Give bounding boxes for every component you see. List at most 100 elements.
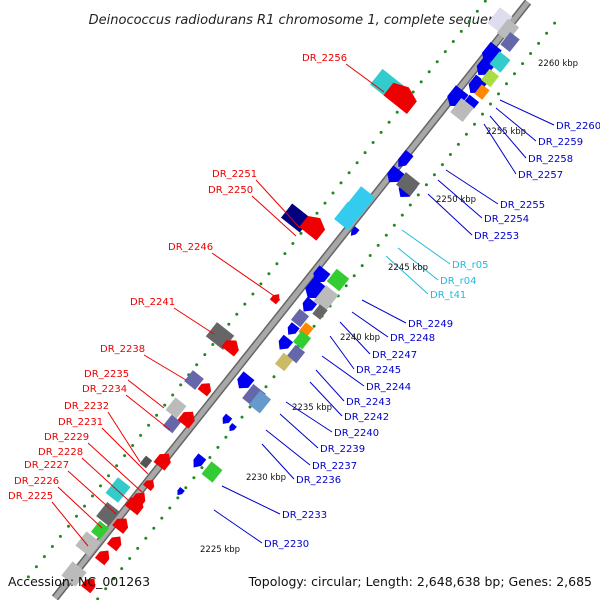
tick-dot — [139, 433, 143, 437]
tick-dot — [481, 112, 484, 116]
gene-feature — [165, 397, 187, 419]
tick-dot — [464, 132, 468, 136]
reverse-gene-label: DR_2244 — [366, 382, 411, 393]
forward-gene-label: DR_2234 — [82, 384, 127, 395]
gene-feature — [269, 294, 280, 305]
reverse-gene-label: DR_2253 — [474, 231, 519, 242]
leader-line — [499, 99, 555, 126]
reverse-gene-label: DR_t41 — [430, 290, 466, 301]
tick-dot — [352, 274, 356, 278]
gene-feature — [496, 18, 520, 42]
gene-feature — [124, 497, 144, 516]
tick-dot — [553, 21, 557, 25]
tick-dot — [34, 565, 38, 569]
gene-feature — [302, 296, 318, 312]
gene-feature — [395, 172, 421, 196]
tick-dot — [240, 415, 244, 419]
reverse-gene-label: DR_2236 — [296, 475, 341, 486]
tick-dot — [360, 264, 364, 268]
tick-dot — [203, 353, 207, 357]
gene-feature — [383, 82, 417, 114]
leader-line — [255, 179, 301, 229]
tick-dot — [427, 70, 431, 74]
gene-feature — [242, 383, 266, 409]
leader-line — [173, 307, 215, 335]
gene-feature — [334, 201, 362, 231]
tick-dot — [50, 545, 54, 548]
tick-dot — [368, 254, 372, 257]
leader-line — [101, 427, 149, 475]
leader-line — [495, 107, 537, 142]
gene-feature — [184, 370, 204, 390]
gene-feature — [139, 455, 153, 469]
tick-dot — [424, 183, 428, 187]
gene-feature — [61, 561, 87, 587]
tick-dot — [200, 466, 204, 470]
leader-line — [483, 123, 517, 175]
forward-gene-label: DR_2241 — [130, 297, 175, 308]
reverse-gene-label: DR_2237 — [312, 461, 357, 472]
leader-line — [57, 486, 103, 529]
tick-dot — [505, 82, 508, 86]
tick-dot — [216, 445, 220, 449]
gene-feature — [142, 480, 155, 492]
tick-dot — [267, 272, 271, 276]
reverse-gene-label: DR_2259 — [538, 137, 583, 148]
genome-summary-text: Topology: circular; Length: 2,648,638 bp… — [248, 574, 592, 589]
tick-dot — [264, 385, 268, 389]
gene-feature — [278, 334, 294, 350]
tick-dot — [26, 575, 30, 579]
gene-feature — [482, 41, 502, 62]
gene-feature — [313, 265, 331, 283]
leader-line — [401, 229, 451, 265]
forward-gene-label: DR_2227 — [24, 460, 69, 471]
tick-dot — [75, 514, 78, 518]
gene-feature — [80, 578, 96, 594]
leader-line — [385, 255, 429, 295]
reverse-gene-label: DR_2240 — [334, 428, 379, 439]
leader-line — [329, 335, 355, 370]
leader-line — [361, 299, 407, 324]
tick-dot — [331, 191, 335, 195]
tick-dot — [451, 40, 455, 43]
reverse-gene-label: DR_2254 — [484, 214, 529, 225]
reverse-gene-label: DR_2258 — [528, 154, 573, 165]
tick-dot — [448, 153, 452, 156]
leader-line — [279, 413, 319, 449]
gene-feature — [96, 501, 120, 527]
tick-dot — [147, 423, 151, 427]
tick-dot — [96, 597, 100, 600]
forward-gene-label: DR_2228 — [38, 447, 83, 458]
tick-dot — [400, 213, 404, 217]
scale-label: 2225 kbp — [200, 545, 240, 555]
forward-gene-label: DR_2232 — [64, 401, 109, 412]
gene-feature — [387, 165, 405, 183]
reverse-gene-label: DR_2233 — [282, 510, 327, 521]
leader-line — [489, 115, 527, 159]
tick-dot — [299, 231, 303, 235]
tick-dot — [371, 141, 375, 144]
leader-line — [345, 63, 385, 93]
gene-feature — [312, 304, 328, 320]
tick-dot — [168, 506, 172, 510]
gene-feature — [487, 7, 513, 33]
forward-gene-label: DR_2231 — [58, 417, 103, 428]
tick-dot — [195, 363, 199, 367]
gene-feature — [500, 32, 520, 52]
leader-line — [285, 401, 333, 433]
tick-dot — [355, 161, 359, 165]
leader-line — [81, 457, 129, 501]
gene-feature — [222, 413, 233, 424]
tick-dot — [120, 567, 124, 571]
reverse-gene-label: DR_2249 — [408, 319, 453, 330]
tick-dot — [227, 322, 231, 326]
tick-dot — [497, 92, 500, 96]
gene-feature — [290, 308, 310, 328]
tick-dot — [155, 413, 159, 417]
reverse-gene-label: DR_2255 — [500, 200, 545, 211]
forward-gene-label: DR_2235 — [84, 369, 129, 380]
leader-line — [251, 195, 297, 237]
reverse-gene-label: DR_2243 — [346, 397, 391, 408]
gene-feature — [237, 371, 255, 389]
